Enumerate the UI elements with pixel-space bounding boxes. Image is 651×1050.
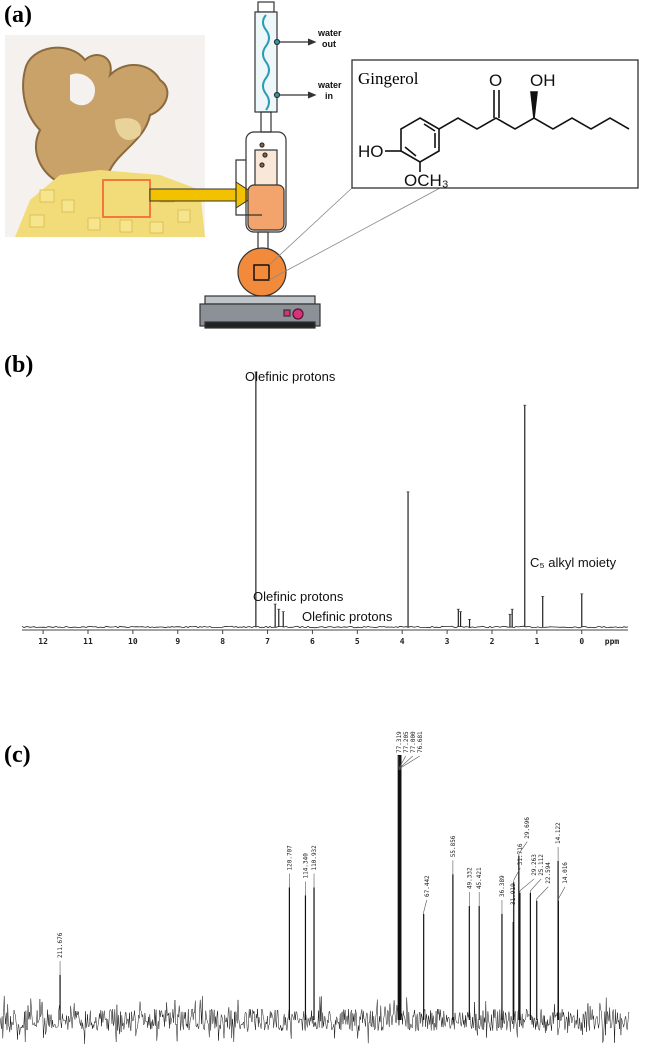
water-label: in <box>325 91 333 101</box>
x-tick-label: 2 <box>490 637 495 646</box>
peak-label: 77.000 <box>410 731 417 753</box>
leader-line <box>423 899 428 913</box>
leader-line <box>400 755 420 769</box>
water-label: water <box>317 28 342 38</box>
atom-label: O <box>489 71 502 90</box>
x-axis-label: ppm <box>605 637 620 646</box>
x-tick-label: 8 <box>220 637 225 646</box>
ginger-photo <box>5 35 205 237</box>
annotation: C₅ alkyl moiety <box>530 555 617 570</box>
baseline-noise <box>21 625 629 629</box>
peak-label: 14.016 <box>562 862 569 884</box>
peak-label: 49.332 <box>466 867 473 889</box>
peak-label: 114.340 <box>302 853 309 879</box>
x-tick-label: 4 <box>400 637 405 646</box>
peak-label: 77.319 <box>396 731 403 753</box>
leader-line <box>398 755 407 769</box>
x-tick-label: 0 <box>579 637 584 646</box>
atom-label: HO <box>358 142 384 161</box>
arrow <box>149 181 257 209</box>
atom-label: OH <box>530 71 556 90</box>
peak-label: 55.856 <box>450 835 457 857</box>
water-label: out <box>322 39 336 49</box>
leader-line <box>530 878 542 892</box>
x-tick-label: 3 <box>445 637 450 646</box>
annotation: Olefinic protons <box>253 589 344 604</box>
peak-label: 120.707 <box>286 845 293 871</box>
atom-label: OCH₃ <box>404 171 449 190</box>
peak-label: 77.205 <box>403 731 410 753</box>
leader-line <box>536 886 549 899</box>
x-tick-label: 10 <box>128 637 138 646</box>
panel-label: (c) <box>4 742 31 768</box>
leader-line <box>513 868 521 881</box>
x-tick-label: 11 <box>83 637 93 646</box>
structure: Gingerol O OH HO OCH₃ <box>351 59 639 190</box>
x-tick-label: 1 <box>534 637 539 646</box>
zoom-lines <box>268 187 441 281</box>
leader-line <box>399 755 413 769</box>
x-tick-label: 6 <box>310 637 315 646</box>
water-label: water <box>317 80 342 90</box>
leader-line <box>519 878 535 892</box>
peak-label: 211.676 <box>57 932 64 958</box>
peak-label: 110.932 <box>311 845 318 871</box>
annotation: Olefinic protons <box>302 609 393 624</box>
peak-label: 76.681 <box>417 731 424 753</box>
peak-label: 31.716 <box>517 843 524 865</box>
peak-label: 29.263 <box>531 854 538 876</box>
x-tick-label: 12 <box>38 637 48 646</box>
leader-line <box>558 886 566 899</box>
soxhlet-apparatus <box>199 1 321 329</box>
peak-label: 29.696 <box>524 817 531 839</box>
structure-title: Gingerol <box>358 69 419 88</box>
baseline-noise <box>0 995 630 1044</box>
x-tick-label: 9 <box>175 637 180 646</box>
peak-label: 67.442 <box>424 875 431 897</box>
peak-label: 25.112 <box>538 854 545 876</box>
peak-label: 31.919 <box>510 883 517 905</box>
peak-label: 45.421 <box>476 867 483 889</box>
peak-label: 14.122 <box>555 822 562 844</box>
annotation: Olefinic protons <box>245 369 336 384</box>
x-tick-label: 7 <box>265 637 270 646</box>
panel-label: (b) <box>4 352 33 378</box>
leader-line <box>518 841 528 854</box>
peak-label: 36.389 <box>499 875 506 897</box>
x-tick-label: 5 <box>355 637 360 646</box>
peak-label: 22.594 <box>545 862 552 884</box>
panel-label: (a) <box>4 2 32 28</box>
